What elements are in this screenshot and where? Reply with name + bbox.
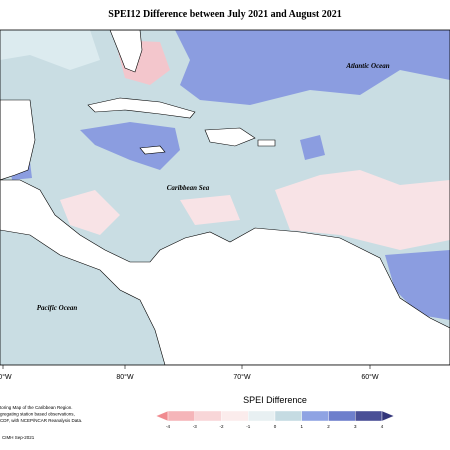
legend-tick-label: -2 [219, 424, 223, 429]
colorbar-end [381, 410, 395, 422]
map-title: SPEI12 Difference between July 2021 and … [108, 9, 341, 20]
anomaly-patch [0, 30, 100, 70]
longitude-label: 60°W [361, 373, 379, 381]
longitude-labels: 90°W 80°W 70°W 60°W [0, 365, 379, 381]
credit: CIMH Sep-2021 [2, 435, 35, 440]
legend-tick-label: 4 [381, 424, 384, 429]
legend-tick-label: 3 [354, 424, 357, 429]
anomaly-patch [80, 122, 180, 170]
colorbar-bin [301, 410, 329, 422]
colorbar-bin [328, 410, 356, 422]
longitude-label: 80°W [116, 373, 134, 381]
colorbar-bin [274, 410, 302, 422]
map [0, 30, 450, 365]
ocean-label: Pacific Ocean [37, 304, 78, 312]
land [0, 30, 450, 365]
colorbar-bin [248, 410, 276, 422]
anomaly-patch [300, 135, 325, 160]
colorbar-bin [355, 410, 383, 422]
legend-tick-label: -3 [193, 424, 197, 429]
anomaly-patch [275, 170, 450, 250]
map-frame [0, 29, 450, 366]
ocean-label: Atlantic Ocean [345, 62, 389, 70]
longitude-label: 70°W [233, 373, 251, 381]
legend-tick-label: 2 [327, 424, 330, 429]
anomaly-patch [60, 190, 120, 235]
colorbar-bin [194, 410, 222, 422]
anomaly-patch [175, 30, 450, 105]
longitude-label: 90°W [0, 373, 12, 381]
colorbar-bin [221, 410, 249, 422]
ocean-label: Caribbean Sea [167, 184, 210, 192]
colorbar-end [155, 410, 169, 422]
colorbar-bin [167, 410, 195, 422]
anomaly-patch [385, 250, 450, 320]
legend-tick-label: -4 [166, 424, 170, 429]
legend-tick-label: 1 [300, 424, 303, 429]
footer-line: CDF, with NCEP/NCAR Reanalysis Data. [0, 418, 82, 423]
footer-line: toring Map of the Caribbean Region. [0, 405, 73, 410]
legend-tick-label: -1 [246, 424, 250, 429]
legend: -4 -3 -2 -1 0 1 2 3 4 [155, 410, 395, 429]
footer: toring Map of the Caribbean Region. grega… [0, 405, 82, 423]
legend-tick-label: 0 [274, 424, 277, 429]
footer-line: gregating station based observations, [0, 412, 75, 417]
anomaly-patch [180, 195, 240, 225]
legend-title: SPEI Difference [243, 395, 307, 405]
